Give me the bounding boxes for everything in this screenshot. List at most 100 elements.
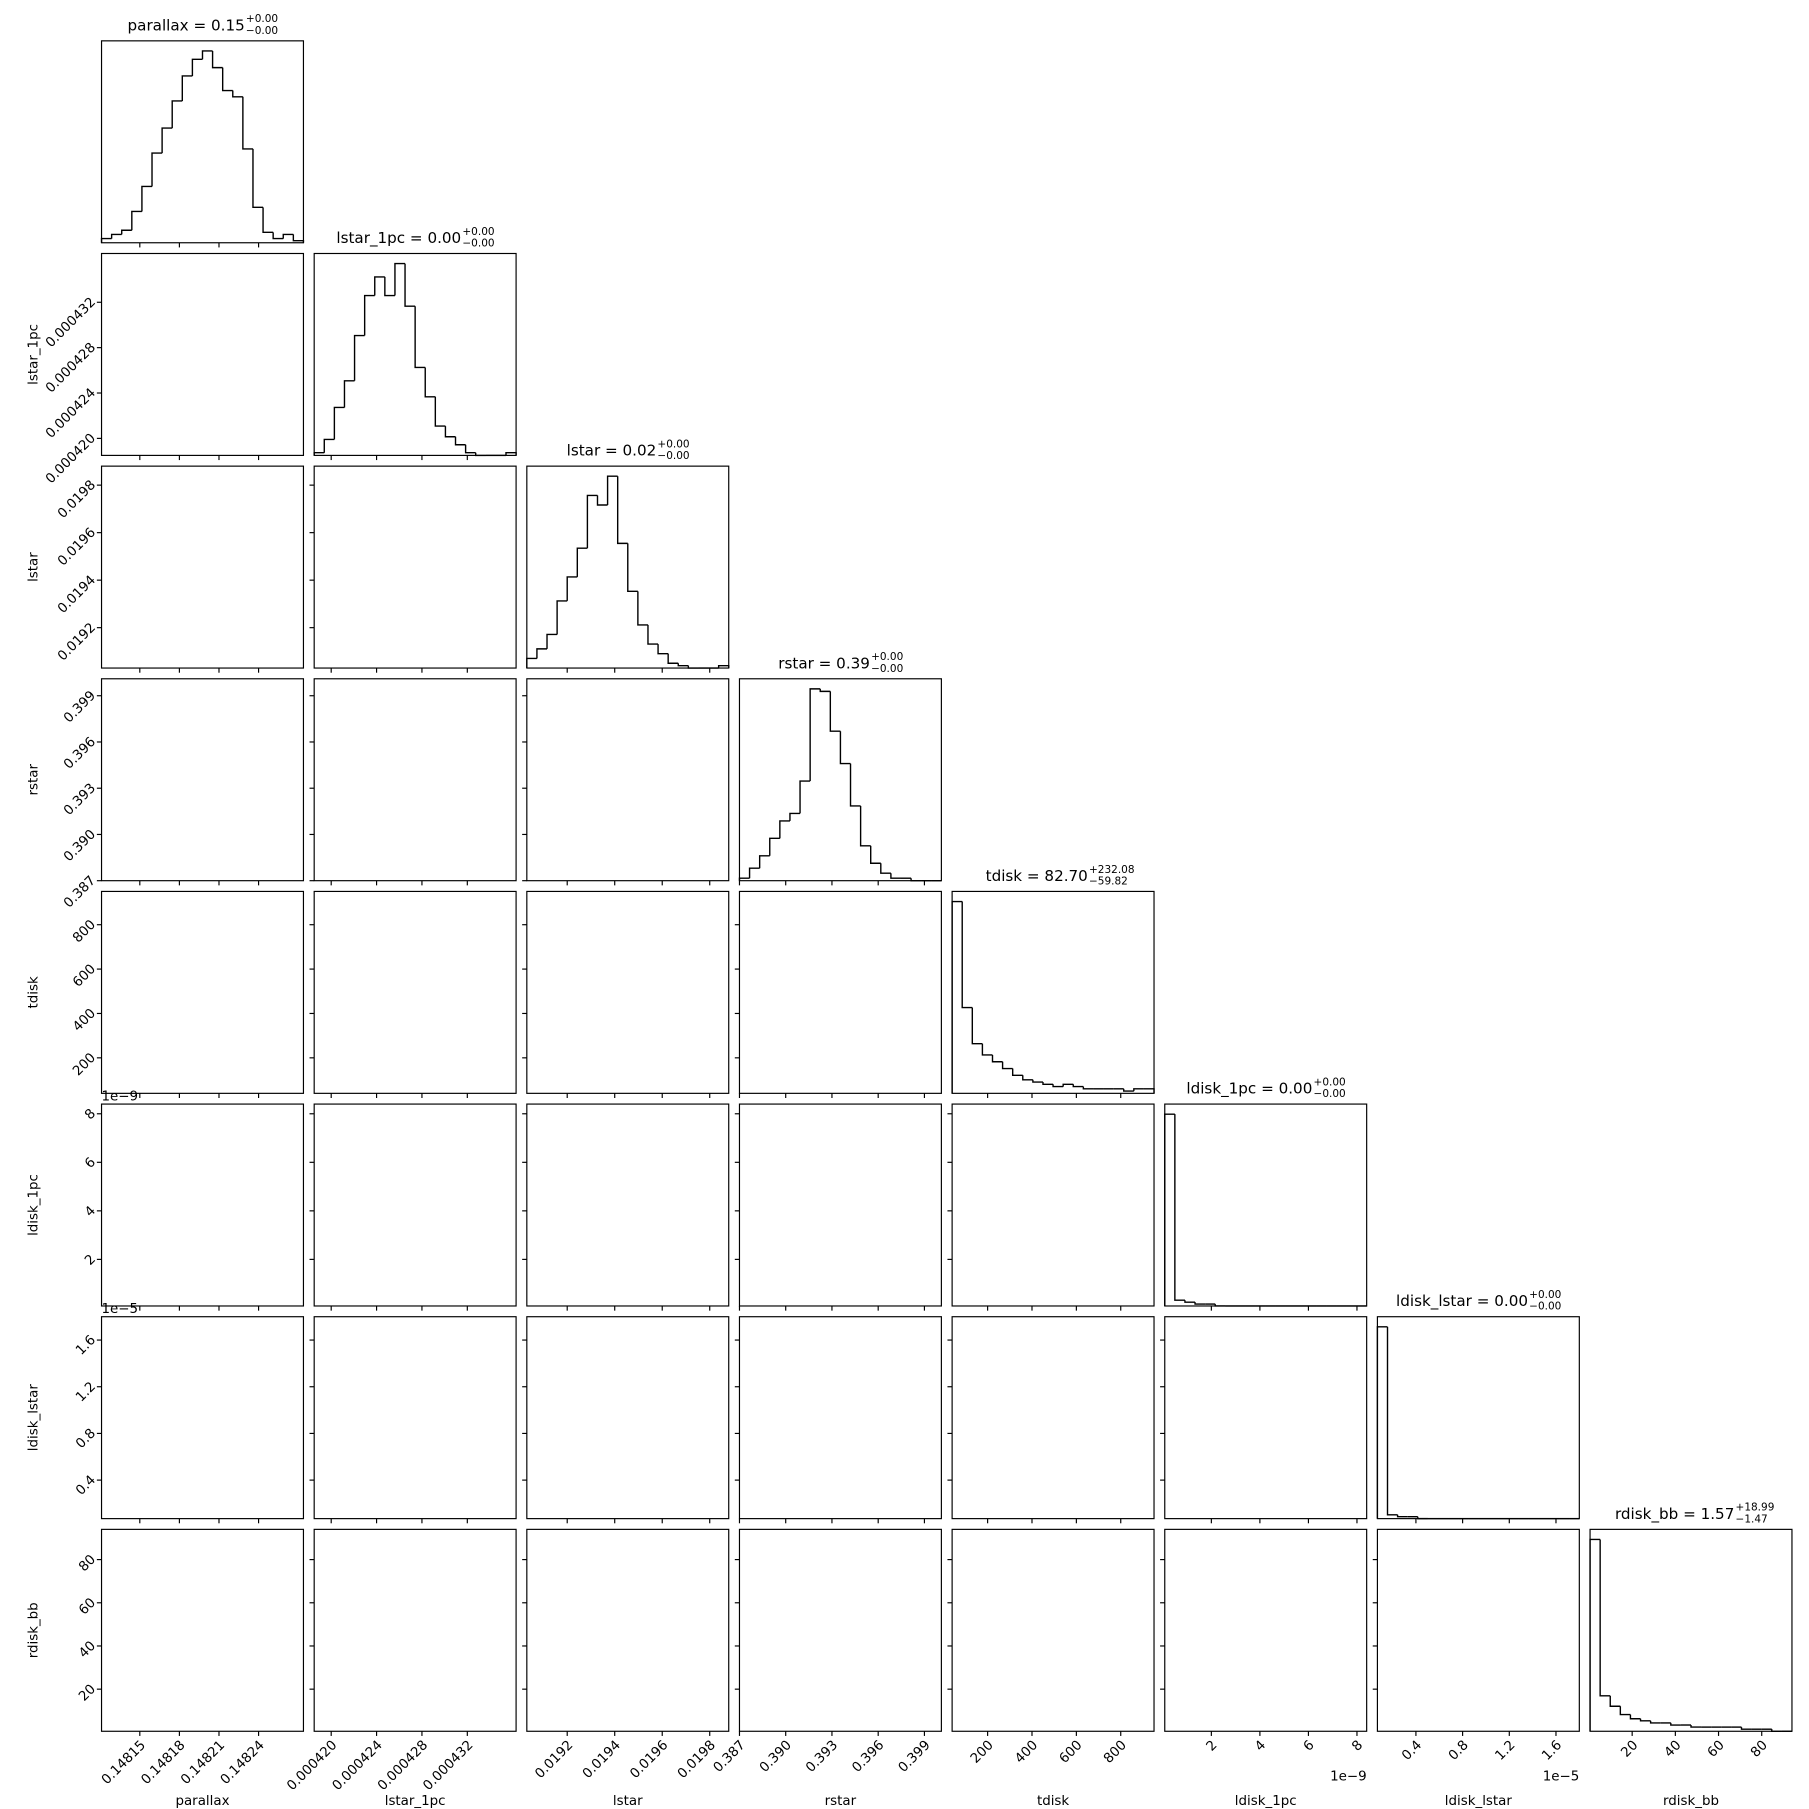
histogram-step: [464, 444, 476, 454]
histogram-step: [566, 576, 578, 601]
panel-title: lstar_1pc = 0.00: [336, 229, 461, 248]
histogram-step: [1174, 1114, 1185, 1301]
histogram-step: [131, 210, 142, 231]
histogram-step: [1690, 1725, 1702, 1728]
panel-title: lstar = 0.02: [567, 442, 657, 460]
y-axis-label: ldisk_1pc: [26, 1174, 41, 1236]
histogram-step: [839, 731, 851, 765]
x-tick-label: 80: [1748, 1738, 1771, 1761]
panel-title: ldisk_1pc = 0.00: [1186, 1080, 1312, 1099]
x-tick-label: 0.396: [850, 1738, 888, 1776]
x-tick-label: 40: [1662, 1738, 1685, 1761]
histogram-step: [181, 75, 193, 101]
y-tick-label: 0.396: [61, 735, 99, 773]
x-tick-label: 800: [1101, 1738, 1130, 1767]
x-tick-label: 8: [1349, 1738, 1366, 1755]
x-offset-label: 1e−5: [1543, 1769, 1580, 1784]
x-tick-label: 0.8: [1446, 1738, 1472, 1764]
x-tick-label: 20: [1619, 1738, 1642, 1761]
title-plus: +0.00: [1529, 1289, 1561, 1301]
histogram-step: [374, 276, 385, 296]
y-tick-label: 40: [76, 1639, 99, 1662]
panel-frame: [100, 1316, 305, 1520]
histogram-step: [1001, 1061, 1013, 1070]
histogram-step: [556, 600, 568, 635]
y-tick-label: 0.0198: [55, 478, 99, 522]
y-tick-label: 4: [82, 1204, 99, 1221]
histogram-step: [1386, 1326, 1398, 1516]
histogram-step: [829, 691, 841, 732]
histogram-step: [363, 294, 375, 336]
histogram-step: [100, 237, 112, 243]
histogram-step: [262, 207, 274, 234]
panel-frame: [313, 890, 517, 1094]
panel-frame: [738, 1103, 942, 1307]
panel-frame: [1164, 1528, 1368, 1732]
histogram-step: [434, 396, 446, 427]
y-axis-label: lstar_1pc: [26, 324, 41, 385]
histogram-step: [1072, 1084, 1084, 1088]
x-tick-label: 400: [1012, 1738, 1041, 1767]
panel-frame: [738, 1528, 942, 1732]
y-tick-label: 0.390: [61, 827, 99, 865]
histogram-step: [637, 591, 648, 626]
histogram-step: [1082, 1086, 1094, 1090]
title-minus: −0.00: [1314, 1088, 1346, 1100]
y-tick-label: 800: [70, 917, 99, 946]
histogram-step: [1639, 1718, 1651, 1722]
panel-frame: [951, 1316, 1155, 1520]
y-tick-label: 80: [76, 1552, 99, 1575]
y-tick-label: 0.387: [61, 873, 99, 911]
x-tick-label: 1.6: [1539, 1738, 1565, 1764]
title-plus: +0.00: [1314, 1076, 1346, 1088]
title-plus: +0.00: [246, 13, 278, 25]
panel-frame: [100, 252, 305, 456]
panel-frame: [313, 678, 517, 882]
x-tick-label: 0.14824: [218, 1738, 268, 1788]
panel-frame: [313, 1316, 517, 1520]
title-minus: −0.00: [462, 237, 494, 249]
histogram-step: [313, 452, 325, 456]
panel-frame: [526, 1103, 730, 1307]
histogram-step: [546, 633, 558, 649]
histogram-step: [221, 67, 233, 92]
histogram-step: [687, 665, 699, 669]
panel-frame: [526, 1316, 730, 1520]
panel-title: ldisk_lstar = 0.00: [1396, 1292, 1528, 1311]
histogram-step: [505, 452, 517, 456]
y-tick-label: 60: [76, 1596, 99, 1619]
panel-frame: [100, 890, 305, 1094]
y-tick-label: 0.000432: [43, 295, 99, 351]
histogram-step: [809, 688, 821, 782]
histogram-step: [576, 547, 588, 577]
histogram-step: [394, 262, 406, 296]
histogram-step: [819, 688, 831, 693]
histogram-step: [1619, 1706, 1631, 1716]
panel-frame: [738, 1316, 942, 1520]
panel-frame: [738, 678, 942, 882]
x-axis-label: lstar_1pc: [385, 1794, 446, 1809]
x-tick-label: 1.2: [1493, 1738, 1519, 1764]
panel-title: rstar = 0.39: [778, 654, 870, 672]
histogram-step: [1194, 1302, 1206, 1305]
y-tick-label: 8: [82, 1106, 99, 1123]
y-tick-label: 1.2: [73, 1379, 99, 1405]
panel-frame: [526, 1528, 730, 1732]
histogram-step: [333, 406, 345, 440]
histogram-step: [353, 334, 365, 381]
histogram-step: [1184, 1300, 1196, 1303]
histogram-step: [1417, 1516, 1428, 1520]
histogram-step: [242, 96, 253, 150]
y-tick-label: 0.0196: [55, 525, 99, 569]
y-tick-label: 0.4: [73, 1473, 99, 1499]
panel-frame: [526, 890, 730, 1094]
histogram-step: [1214, 1304, 1226, 1307]
histogram-step: [1771, 1729, 1782, 1732]
histogram-step: [647, 624, 659, 645]
histogram-step: [526, 657, 537, 669]
histogram-step: [141, 185, 153, 212]
histogram-step: [677, 663, 689, 667]
histogram-step: [910, 878, 922, 882]
y-tick-label: 0.8: [73, 1426, 99, 1452]
x-tick-label: 60: [1705, 1738, 1728, 1761]
